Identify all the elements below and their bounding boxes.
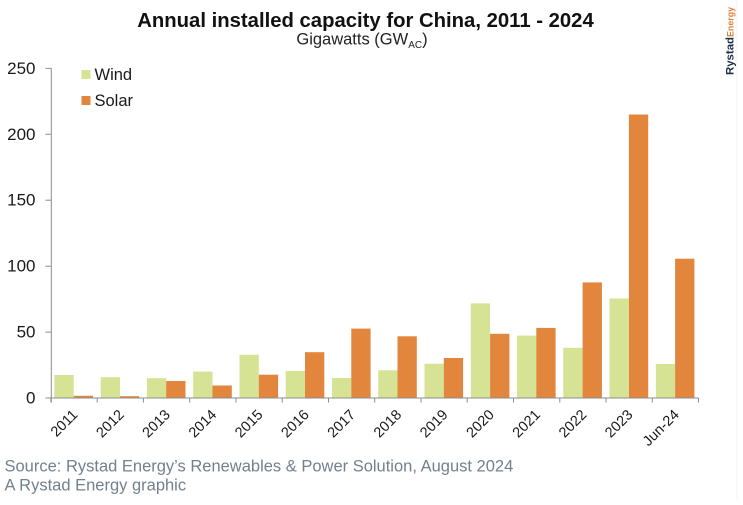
svg-text:Solar: Solar	[95, 92, 134, 110]
svg-text:Source: Rystad Energy’s Renewa: Source: Rystad Energy’s Renewables & Pow…	[5, 458, 514, 476]
svg-text:0: 0	[26, 389, 35, 408]
svg-text:Wind: Wind	[95, 66, 133, 84]
svg-text:250: 250	[7, 59, 35, 78]
svg-text:A Rystad Energy graphic: A Rystad Energy graphic	[5, 476, 187, 494]
svg-text:50: 50	[17, 323, 36, 342]
svg-text:Gigawatts (GWAC): Gigawatts (GWAC)	[296, 31, 427, 52]
svg-text:RystadEnergy: RystadEnergy	[725, 7, 737, 75]
svg-text:100: 100	[7, 257, 35, 276]
svg-text:150: 150	[7, 191, 35, 210]
svg-text:200: 200	[7, 125, 35, 144]
svg-text:Annual installed capacity for: Annual installed capacity for China, 201…	[137, 10, 594, 32]
